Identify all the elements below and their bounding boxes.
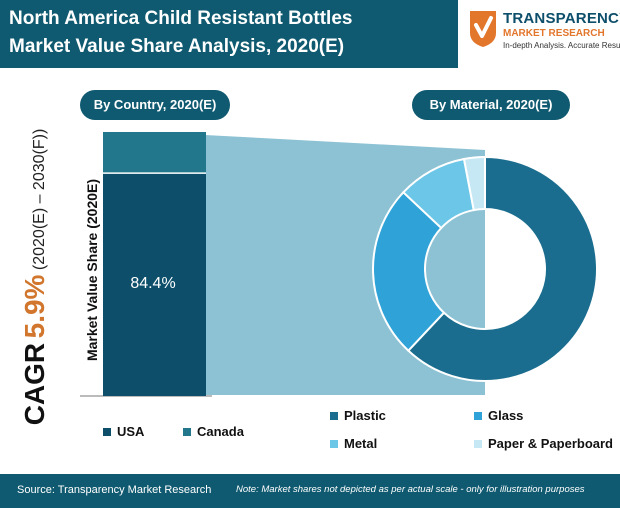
legend-metal: Metal bbox=[330, 436, 377, 451]
material-chart-title: By Material, 2020(E) bbox=[412, 90, 570, 120]
donut-slice-glass bbox=[372, 190, 446, 353]
legend-canada-label: Canada bbox=[197, 424, 244, 439]
country-stacked-bar bbox=[103, 132, 206, 396]
donut-slice-plastic bbox=[406, 155, 598, 382]
canada-swatch bbox=[183, 427, 191, 436]
chart-title-line-1: North America Child Resistant Bottles bbox=[9, 8, 353, 29]
legend-glass-label: Glass bbox=[488, 408, 524, 423]
plastic-swatch bbox=[330, 411, 338, 420]
usa-swatch bbox=[103, 427, 111, 436]
legend-usa-label: USA bbox=[117, 424, 145, 439]
logo-subtitle: MARKET RESEARCH bbox=[503, 28, 605, 39]
metal-swatch bbox=[330, 439, 338, 448]
logo-name: TRANSPARENCY bbox=[503, 10, 620, 27]
chart-title-line-2: Market Value Share Analysis, 2020(E) bbox=[9, 36, 345, 57]
footer-bar: Source: Transparency Market Research Not… bbox=[0, 474, 620, 508]
paper-swatch bbox=[474, 439, 482, 448]
material-donut bbox=[372, 155, 598, 382]
usa-value-label: 84.4% bbox=[130, 275, 176, 292]
company-logo: TRANSPARENCY MARKET RESEARCH In-depth An… bbox=[466, 6, 620, 56]
bar-segment-canada bbox=[103, 132, 206, 174]
glass-swatch bbox=[474, 411, 482, 420]
title-banner: North America Child Resistant Bottles Ma… bbox=[0, 0, 458, 68]
donut-slice-paper-paperboard bbox=[462, 155, 486, 212]
legend-glass: Glass bbox=[474, 408, 523, 423]
country-chart-title: By Country, 2020(E) bbox=[80, 90, 230, 120]
disclaimer-note: Note: Market shares not depicted as per … bbox=[236, 484, 585, 495]
logo-tagline: In-depth Analysis. Accurate Results bbox=[503, 41, 620, 50]
legend-metal-label: Metal bbox=[344, 436, 378, 451]
legend-usa: USA bbox=[103, 424, 144, 439]
logo-mark-icon bbox=[470, 11, 496, 47]
source-note: Source: Transparency Market Research bbox=[17, 484, 212, 496]
legend-paper: Paper & Paperboard bbox=[474, 436, 613, 451]
bar-segment-usa bbox=[103, 173, 206, 396]
legend-plastic: Plastic bbox=[330, 408, 386, 423]
legend-paper-label: Paper & Paperboard bbox=[488, 436, 613, 451]
legend-canada: Canada bbox=[183, 424, 244, 439]
legend-plastic-label: Plastic bbox=[344, 408, 386, 423]
